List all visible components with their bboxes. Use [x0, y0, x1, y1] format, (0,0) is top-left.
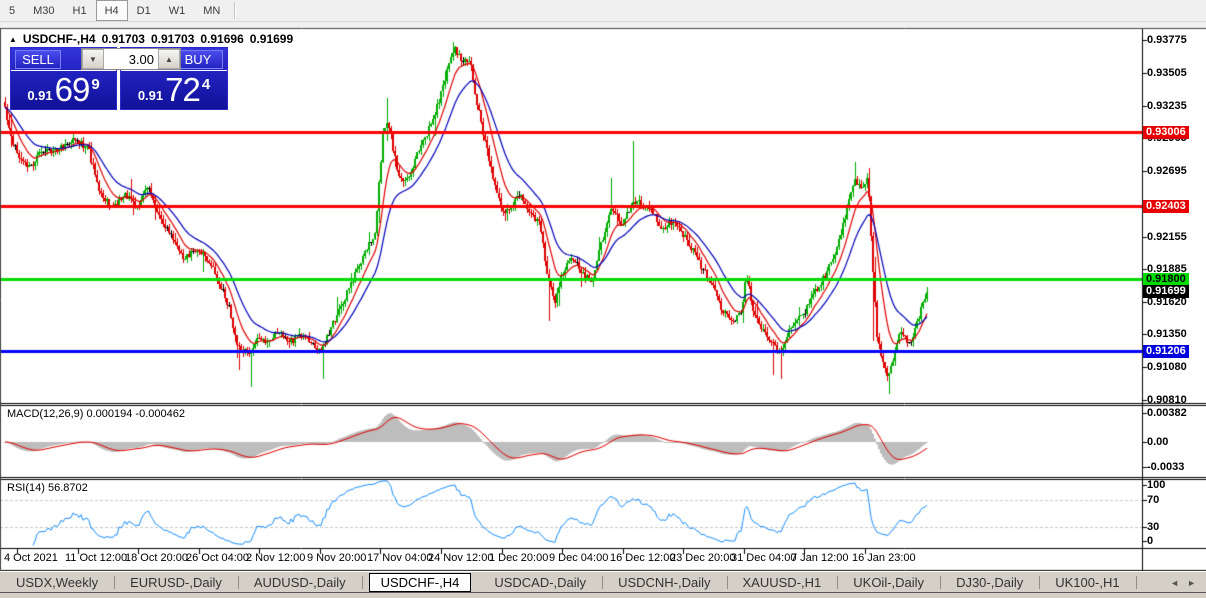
timeframe-button[interactable]: MN [203, 4, 221, 17]
symbol-period-label: USDCHF-,H4 [22, 32, 96, 46]
ohlc-close: 0.91699 [249, 32, 294, 46]
timeframe-button[interactable]: D1 [136, 4, 151, 17]
chart-tab[interactable]: USDCHF-,H4 [368, 573, 472, 592]
chart-tabbar: USDX,Weekly EURUSD-,Daily AUDUSD-,Daily USD… [0, 571, 1206, 593]
time-axis-label: 11 Oct 12:00 [65, 552, 128, 564]
time-axis-label: 1 Dec 20:00 [489, 552, 549, 564]
chart-tab[interactable]: USDCAD-,Daily [485, 574, 603, 591]
time-axis-label: 23 Dec 20:00 [670, 552, 736, 564]
sell-price-pips: 9 [91, 76, 100, 93]
chart-tab[interactable]: AUDUSD-,Daily [245, 574, 363, 591]
volume-decrease-icon[interactable]: ▼ [82, 49, 104, 69]
volume-increase-icon[interactable]: ▲ [158, 49, 180, 69]
timeframe-button[interactable]: M30 [33, 4, 55, 17]
timeframe-button[interactable]: 5 [9, 4, 16, 17]
volume-input[interactable] [104, 49, 158, 69]
chart-tab[interactable]: UKOil-,Daily [844, 574, 941, 591]
timeframe-button[interactable]: H1 [72, 4, 87, 17]
price-axis-tick: 0.93505 [1147, 67, 1187, 79]
buy-panel: BUY 0.91 72 4 [120, 47, 228, 110]
time-axis-label: 16 Dec 12:00 [610, 552, 676, 564]
price-axis-tick: 0.90810 [1147, 394, 1187, 406]
chart-tab[interactable]: DJ30-,Daily [947, 574, 1041, 591]
macd-axis-tick: 0.00 [1147, 436, 1169, 448]
ohlc-low: 0.91696 [200, 32, 244, 46]
status-strip [0, 592, 1206, 598]
chart-tab[interactable]: USDX,Weekly [7, 574, 116, 591]
rsi-axis-tick: 100 [1147, 479, 1166, 491]
tab-scroll-right-icon[interactable]: ► [1187, 577, 1196, 588]
time-axis-label: 26 Oct 04:00 [186, 552, 249, 564]
price-axis-tick: 0.91620 [1147, 296, 1187, 308]
chart-tab[interactable]: USDCNH-,Daily [609, 574, 729, 591]
macd-axis-tick: -0.0033 [1147, 461, 1185, 473]
chart-tab[interactable]: EURUSD-,Daily [121, 574, 239, 591]
time-axis-label: 9 Nov 20:00 [307, 552, 367, 564]
price-level-marker: 0.91699 [1143, 285, 1189, 298]
price-axis-tick: 0.92695 [1147, 165, 1187, 177]
timeframe-button[interactable]: W1 [168, 4, 186, 17]
volume-spinner: ▼ ▲ [81, 48, 181, 70]
price-axis-tick: 0.91080 [1147, 361, 1187, 373]
price-level-marker: 0.92403 [1143, 200, 1189, 213]
time-axis-label: 24 Nov 12:00 [428, 552, 494, 564]
sell-price-prefix: 0.91 [27, 88, 53, 103]
macd-label: MACD(12,26,9) 0.000194 -0.000462 [7, 408, 185, 420]
toolbar-separator [234, 2, 236, 19]
rsi-axis-tick: 0 [1147, 535, 1154, 547]
time-axis-label: 4 Oct 2021 [4, 552, 58, 564]
timeframe-button[interactable]: H4 [95, 0, 128, 21]
buy-price-main: 72 [165, 71, 201, 108]
tab-scroll-arrows: ◄ ► [1170, 578, 1206, 588]
macd-axis-tick: 0.00382 [1147, 407, 1187, 419]
time-axis-label: 9 Dec 04:00 [549, 552, 609, 564]
rsi-axis-tick: 30 [1147, 521, 1160, 533]
time-axis-label: 31 Dec 04:00 [731, 552, 797, 564]
time-axis-label: 17 Nov 04:00 [367, 552, 433, 564]
price-level-marker: 0.91800 [1143, 273, 1189, 286]
sell-button[interactable]: SELL [15, 50, 61, 69]
sell-price-main: 69 [54, 71, 91, 108]
tab-scroll-left-icon[interactable]: ◄ [1170, 577, 1180, 588]
price-level-marker: 0.91206 [1143, 345, 1189, 358]
time-axis-label: 16 Jan 23:00 [852, 552, 916, 564]
ohlc-high: 0.91703 [150, 32, 195, 46]
time-axis-label: 2 Nov 12:00 [246, 552, 306, 564]
ohlc-open: 0.91703 [101, 32, 145, 46]
buy-price-prefix: 0.91 [137, 88, 164, 103]
buy-price-display[interactable]: 0.91 72 4 [121, 72, 227, 108]
panel-divider [121, 70, 227, 71]
price-axis-tick: 0.91350 [1147, 328, 1187, 340]
sell-price-display[interactable]: 0.91 69 9 [11, 72, 116, 108]
chart-tab[interactable]: XAUUSD-,H1 [734, 574, 838, 591]
time-axis-label: 18 Oct 20:00 [125, 552, 188, 564]
price-axis-tick: 0.93775 [1147, 34, 1187, 46]
price-axis-tick: 0.93235 [1147, 100, 1187, 112]
rsi-axis-tick: 70 [1147, 494, 1160, 506]
time-axis-label: 7 Jan 12:00 [791, 552, 849, 564]
buy-price-pips: 4 [201, 76, 211, 93]
buy-button[interactable]: BUY [173, 50, 223, 69]
collapse-panel-icon[interactable]: ▲ [9, 34, 17, 44]
panel-divider [11, 70, 116, 71]
rsi-label: RSI(14) 56.8702 [7, 482, 88, 494]
price-axis-tick: 0.91885 [1147, 263, 1187, 275]
chart-title: ▲ USDCHF-,H4 0.91703 0.91703 0.91696 0.9… [9, 32, 293, 46]
chart-tab[interactable]: UK100-,H1 [1046, 574, 1137, 591]
price-axis-tick: 0.92155 [1147, 231, 1187, 243]
price-level-marker: 0.93006 [1143, 126, 1189, 139]
timeframe-toolbar: 5 M30 H1 H4 D1 W1 MN [0, 0, 1206, 22]
